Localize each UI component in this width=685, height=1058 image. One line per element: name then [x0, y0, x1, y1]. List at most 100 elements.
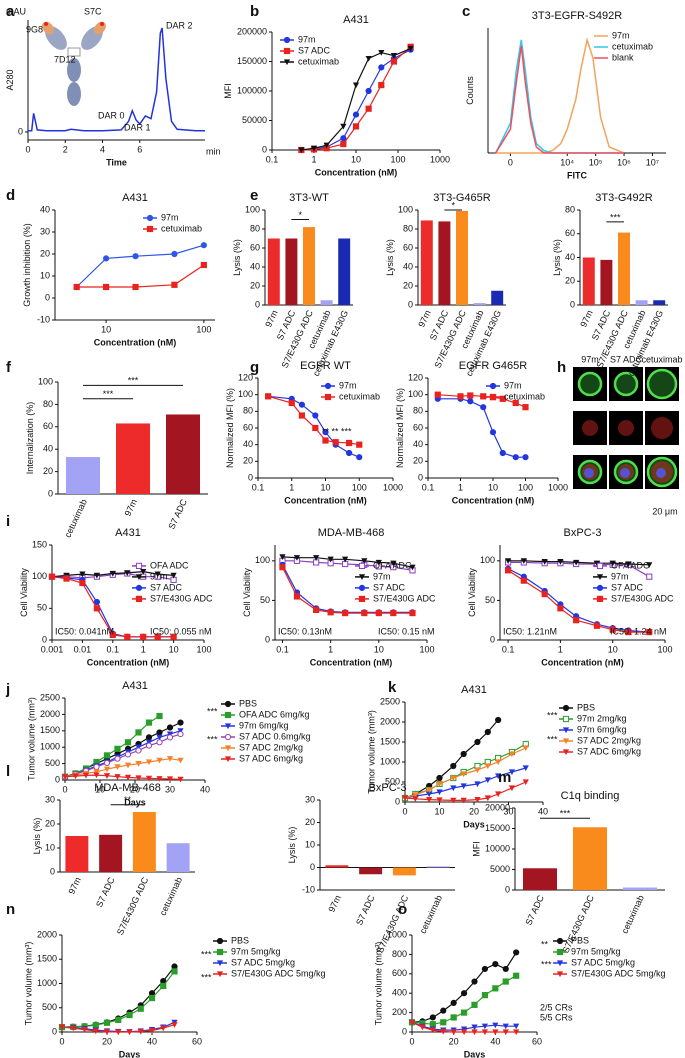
x-tick-label: 100	[196, 324, 211, 334]
chart-title: 3T3-EGFR-S492R	[532, 10, 623, 22]
data-point	[332, 439, 339, 446]
x-axis-label: Time	[106, 157, 127, 167]
legend-marker	[562, 727, 570, 734]
panel-letter: n	[6, 901, 15, 918]
y-tick-label: 120	[238, 372, 253, 382]
y-tick-label: 0	[570, 299, 575, 309]
panel-letter: a	[6, 3, 15, 20]
data-point	[345, 449, 353, 457]
data-point	[593, 622, 601, 629]
annotation: DAR 1	[124, 122, 151, 132]
data-point	[352, 111, 360, 118]
antibody-icon	[42, 21, 106, 106]
data-point	[390, 609, 397, 617]
y-tick-label: 200000	[237, 26, 267, 36]
bar	[303, 227, 315, 305]
x-tick-label: 10	[95, 784, 105, 794]
data-point	[646, 573, 653, 580]
data-point	[356, 441, 363, 448]
x-axis-label: Days	[124, 797, 146, 807]
legend-marker	[596, 595, 604, 602]
y-tick-label: 60	[43, 421, 53, 431]
y-tick-label: 10	[40, 270, 50, 280]
y-tick-label: 1000	[380, 756, 400, 766]
data-point	[365, 87, 372, 95]
legend-marker	[562, 738, 570, 745]
x-tick-label: 6	[137, 144, 142, 154]
y-tick-label: 1500	[40, 725, 60, 735]
series-line	[64, 774, 181, 780]
data-point	[73, 283, 80, 291]
x-axis-label: Concentration (nM)	[310, 657, 393, 667]
data-point	[148, 1027, 156, 1034]
x-tick-label: cetuximab	[158, 876, 184, 917]
data-point	[132, 253, 139, 260]
y-tick-label: 20	[43, 466, 53, 476]
x-tick-label: 1000	[430, 154, 450, 164]
x-tick-label: 0.1	[422, 482, 435, 492]
data-point	[124, 739, 132, 746]
data-point	[460, 1029, 468, 1036]
data-point	[92, 1022, 99, 1029]
data-point	[342, 556, 349, 563]
data-point	[484, 795, 491, 802]
y-tick-label: 30	[305, 794, 315, 804]
x-tick-label: cetuximab	[418, 894, 444, 935]
data-point	[79, 571, 86, 578]
data-point	[390, 560, 397, 567]
y-tick-label: 20	[45, 818, 55, 828]
y-tick-label: 30	[40, 226, 50, 236]
x-tick-label: 10⁷	[646, 157, 659, 167]
legend-marker	[216, 937, 224, 945]
legend-marker	[358, 562, 366, 569]
y-tick-label: 100	[38, 376, 53, 386]
x-tick-label: 40	[147, 1036, 157, 1046]
annotation: ** ** ***	[322, 426, 352, 436]
legend-label: PBS	[231, 935, 249, 945]
y-tick-label: 100	[408, 389, 423, 399]
legend-label: blank	[612, 52, 634, 62]
bar	[267, 238, 280, 305]
data-point	[625, 628, 632, 636]
data-point	[115, 1029, 122, 1036]
data-point	[61, 774, 69, 780]
legend-label: S7/E430G ADC	[611, 593, 674, 603]
data-point	[92, 1028, 99, 1035]
y-tick-label: -10	[37, 314, 50, 324]
data-point	[293, 555, 301, 561]
y-axis-label: Cell Viability	[242, 568, 252, 617]
x-tick-label: 100	[657, 644, 672, 654]
y-tick-label: 400	[392, 988, 407, 998]
y-tick-label: 0	[248, 472, 253, 482]
legend-label: S7 ADC 5mg/kg	[571, 957, 635, 967]
series-line	[28, 27, 205, 132]
y-tick-label: 10	[45, 842, 55, 852]
x-tick-label: 1	[558, 644, 563, 654]
data-point	[499, 395, 506, 402]
legend-label: 97m 6mg/kg	[577, 724, 627, 734]
x-tick-label: 30	[503, 806, 513, 816]
series-line	[495, 45, 624, 154]
data-point	[440, 1007, 447, 1014]
data-point	[145, 742, 153, 749]
data-point	[313, 606, 320, 614]
bar	[491, 290, 504, 305]
x-tick-label: 60	[192, 1036, 202, 1046]
data-point	[450, 1014, 457, 1021]
series-line	[495, 36, 625, 154]
data-point	[481, 1029, 489, 1036]
x-tick-label: cetuximab	[620, 894, 646, 935]
microscopy-panel: h 97m S7 ADC cetuximab 20 μm	[557, 354, 683, 516]
panel-letter: e	[250, 187, 258, 204]
y-tick-label: 20	[250, 280, 260, 290]
data-point	[522, 779, 529, 786]
legend-marker	[216, 960, 224, 967]
legend-label: S7 ADC	[373, 582, 406, 592]
data-point	[103, 255, 110, 262]
column-label: 97m	[581, 354, 599, 364]
data-point	[646, 562, 653, 568]
data-point	[471, 1024, 478, 1031]
nucleus	[620, 468, 630, 478]
data-point	[312, 412, 319, 419]
